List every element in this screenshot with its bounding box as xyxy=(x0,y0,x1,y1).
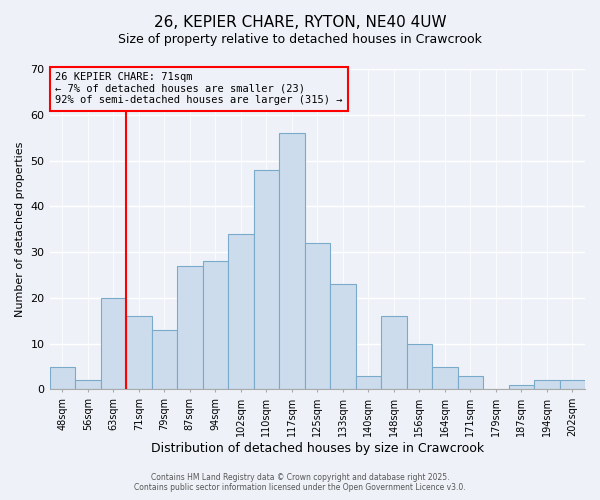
Text: 26 KEPIER CHARE: 71sqm
← 7% of detached houses are smaller (23)
92% of semi-deta: 26 KEPIER CHARE: 71sqm ← 7% of detached … xyxy=(55,72,343,106)
Bar xyxy=(101,298,126,390)
Bar xyxy=(152,330,177,390)
Bar xyxy=(381,316,407,390)
Bar xyxy=(279,133,305,390)
Bar xyxy=(203,262,228,390)
Text: Contains HM Land Registry data © Crown copyright and database right 2025.
Contai: Contains HM Land Registry data © Crown c… xyxy=(134,473,466,492)
Bar xyxy=(560,380,585,390)
Bar xyxy=(534,380,560,390)
Bar xyxy=(75,380,101,390)
Bar xyxy=(330,284,356,390)
Bar xyxy=(177,266,203,390)
Bar xyxy=(228,234,254,390)
Bar xyxy=(407,344,432,390)
Bar xyxy=(458,376,483,390)
Bar xyxy=(305,243,330,390)
Bar xyxy=(126,316,152,390)
Bar xyxy=(356,376,381,390)
Text: 26, KEPIER CHARE, RYTON, NE40 4UW: 26, KEPIER CHARE, RYTON, NE40 4UW xyxy=(154,15,446,30)
X-axis label: Distribution of detached houses by size in Crawcrook: Distribution of detached houses by size … xyxy=(151,442,484,455)
Bar xyxy=(50,366,75,390)
Bar xyxy=(432,366,458,390)
Bar xyxy=(254,170,279,390)
Y-axis label: Number of detached properties: Number of detached properties xyxy=(15,142,25,317)
Bar xyxy=(509,385,534,390)
Text: Size of property relative to detached houses in Crawcrook: Size of property relative to detached ho… xyxy=(118,32,482,46)
